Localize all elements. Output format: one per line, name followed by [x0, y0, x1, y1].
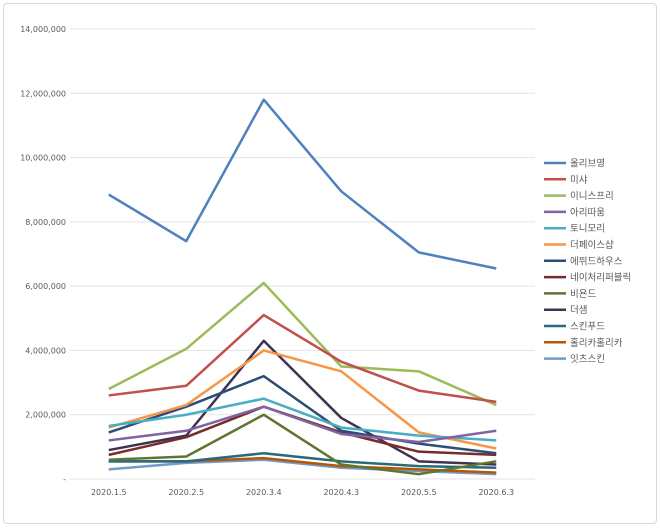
series-line	[108, 374, 497, 455]
x-tick-label: 2020.6.3	[478, 488, 514, 497]
series-line	[108, 281, 497, 407]
chart-frame	[3, 3, 657, 524]
y-tick-label: 12,000,000	[20, 89, 66, 98]
legend-label: 비욘드	[570, 289, 596, 300]
legend-label: 토니모리	[570, 224, 605, 235]
y-tick-label: 2,000,000	[25, 411, 66, 420]
legend-label: 미샤	[570, 175, 588, 186]
x-tick-label: 2020.5.5	[401, 488, 437, 497]
legend-label: 아리따움	[570, 207, 605, 218]
legend-label: 더페이스샵	[570, 240, 614, 251]
series-line	[108, 413, 497, 476]
legend-label: 잇츠스킨	[570, 353, 605, 365]
legend-label: 스킨푸드	[570, 322, 605, 333]
legend-label: 에뛰드하우스	[570, 255, 623, 267]
series-line	[108, 313, 497, 404]
x-tick-label: 2020.1.5	[91, 488, 127, 497]
legend-label: 더샘	[570, 305, 587, 316]
y-tick-label: 4,000,000	[25, 346, 66, 355]
series-line	[108, 397, 497, 442]
y-tick-label: 6,000,000	[25, 282, 66, 291]
legend-label: 홀리카홀리카	[570, 337, 623, 349]
y-tick-label: 10,000,000	[20, 154, 66, 163]
legend-label: 네이처리퍼블릭	[570, 272, 631, 284]
series-line	[108, 339, 497, 466]
y-tick-label: -	[63, 475, 66, 484]
legend-label: 올리브영	[570, 159, 605, 170]
x-tick-label: 2020.2.5	[168, 488, 204, 497]
y-tick-label: 14,000,000	[20, 25, 66, 34]
x-tick-label: 2020.4.3	[323, 488, 359, 497]
x-tick-label: 2020.3.4	[246, 488, 282, 497]
series-line	[108, 405, 497, 444]
series-line	[108, 349, 497, 450]
y-tick-label: 8,000,000	[25, 218, 66, 227]
legend-label: 이니스프리	[570, 191, 614, 202]
series-line	[108, 452, 497, 469]
series-line	[108, 98, 497, 270]
